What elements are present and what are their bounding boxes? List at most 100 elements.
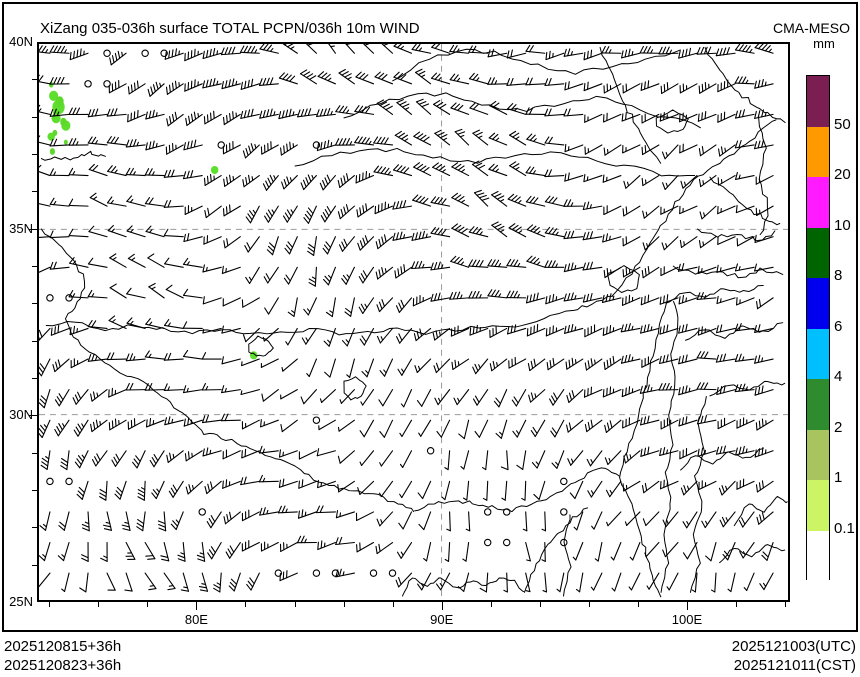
map-plot-area[interactable] <box>37 42 790 602</box>
wind-barb <box>444 541 451 562</box>
wind-barb <box>144 383 165 391</box>
wind-barb <box>378 389 394 407</box>
wind-barb <box>225 541 241 559</box>
wind-barb <box>678 47 698 59</box>
wind-barb <box>666 572 679 591</box>
calm-circle <box>502 508 511 516</box>
wind-barb <box>696 351 717 360</box>
wind-barb <box>317 71 336 85</box>
wind-barb <box>183 139 203 151</box>
wind-barb <box>563 262 584 273</box>
wind-barb <box>436 419 451 438</box>
wind-barb <box>202 78 222 89</box>
wind-barb <box>241 448 260 459</box>
wind-barb <box>506 77 527 86</box>
wind-barb <box>222 479 241 489</box>
wind-barb <box>697 110 717 122</box>
wind-barb <box>322 236 336 255</box>
wind-barb <box>204 480 222 495</box>
wind-barb <box>163 319 184 329</box>
wind-barb <box>204 205 222 219</box>
wind-barb <box>569 480 584 500</box>
wind-barb <box>145 140 165 151</box>
wind-barb <box>444 450 451 471</box>
wind-barb <box>450 102 470 115</box>
myanmar-border <box>619 476 662 598</box>
wind-barb <box>108 387 127 398</box>
border-northwest <box>40 150 106 161</box>
wind-barb <box>163 352 184 361</box>
wind-barb <box>417 480 432 500</box>
wind-barb <box>415 98 432 115</box>
colorbar-tick-1: 1 <box>834 469 843 486</box>
wind-barb <box>416 389 432 407</box>
wind-barb <box>316 448 336 457</box>
wind-barb <box>525 77 546 86</box>
calm-circle <box>160 49 168 57</box>
wind-barb <box>68 107 89 116</box>
wind-barb <box>754 139 774 150</box>
wind-barb <box>717 205 736 215</box>
wind-barb <box>308 266 317 287</box>
wind-barb <box>640 415 660 426</box>
wind-barb <box>379 480 394 498</box>
wind-barb <box>81 541 89 562</box>
calm-circle <box>312 416 321 424</box>
wind-barb <box>297 509 317 519</box>
precip-patch <box>210 165 219 175</box>
wind-barb <box>147 253 165 268</box>
wind-barb <box>590 572 603 591</box>
wind-barb <box>222 449 241 460</box>
axis-label-group: 40N 35N 30N 25N 80E 90E 100E <box>9 34 787 627</box>
wind-barb <box>198 572 209 592</box>
wind-barb <box>531 450 546 469</box>
wind-barb <box>433 100 451 115</box>
wind-barb <box>545 50 565 61</box>
wind-barb <box>516 450 527 470</box>
wind-barb <box>316 107 336 118</box>
wind-barb <box>487 259 508 268</box>
wind-barb <box>541 541 546 562</box>
wind-barb <box>49 108 70 117</box>
colorbar[interactable] <box>806 75 830 581</box>
wind-barb <box>220 413 241 422</box>
wind-barb <box>126 225 146 238</box>
wind-barb <box>354 105 375 115</box>
wind-barb <box>163 228 184 238</box>
wind-barb <box>451 192 470 207</box>
footer-valid-time-cst: 2025121011(CST) <box>733 657 856 674</box>
wind-barb <box>184 450 203 462</box>
wind-barb <box>76 480 89 500</box>
wind-barb <box>260 419 279 428</box>
wind-barb <box>262 174 279 191</box>
calm-circle <box>46 477 54 486</box>
wind-barb <box>411 260 432 270</box>
wind-barb <box>264 205 279 223</box>
lat-axis-label-30N: 30N <box>9 407 33 423</box>
wind-barb <box>266 236 279 256</box>
wind-barb <box>545 293 565 305</box>
wind-barb <box>734 323 755 332</box>
map-canvas <box>39 44 788 600</box>
wind-barb <box>375 234 394 250</box>
wind-barb <box>662 511 679 528</box>
wind-barb <box>242 143 260 159</box>
wind-barb <box>398 511 413 530</box>
wind-barb <box>735 171 755 180</box>
wind-barb <box>361 358 375 378</box>
lon-axis-label-80E: 80E <box>184 612 208 627</box>
wind-barb <box>109 253 127 268</box>
wind-barb <box>754 354 774 364</box>
wind-barb <box>359 450 375 467</box>
wind-barb <box>87 108 108 118</box>
wind-barb <box>454 128 470 146</box>
bangladesh-border <box>401 577 525 597</box>
wind-barb <box>137 480 146 501</box>
wind-barb <box>566 389 584 403</box>
wind-barb <box>573 511 584 531</box>
wind-barb <box>147 81 165 97</box>
lon-tick <box>245 602 247 607</box>
colorbar-tick-6: 6 <box>834 317 843 335</box>
wind-barb <box>355 171 375 184</box>
wind-barb <box>49 197 70 207</box>
